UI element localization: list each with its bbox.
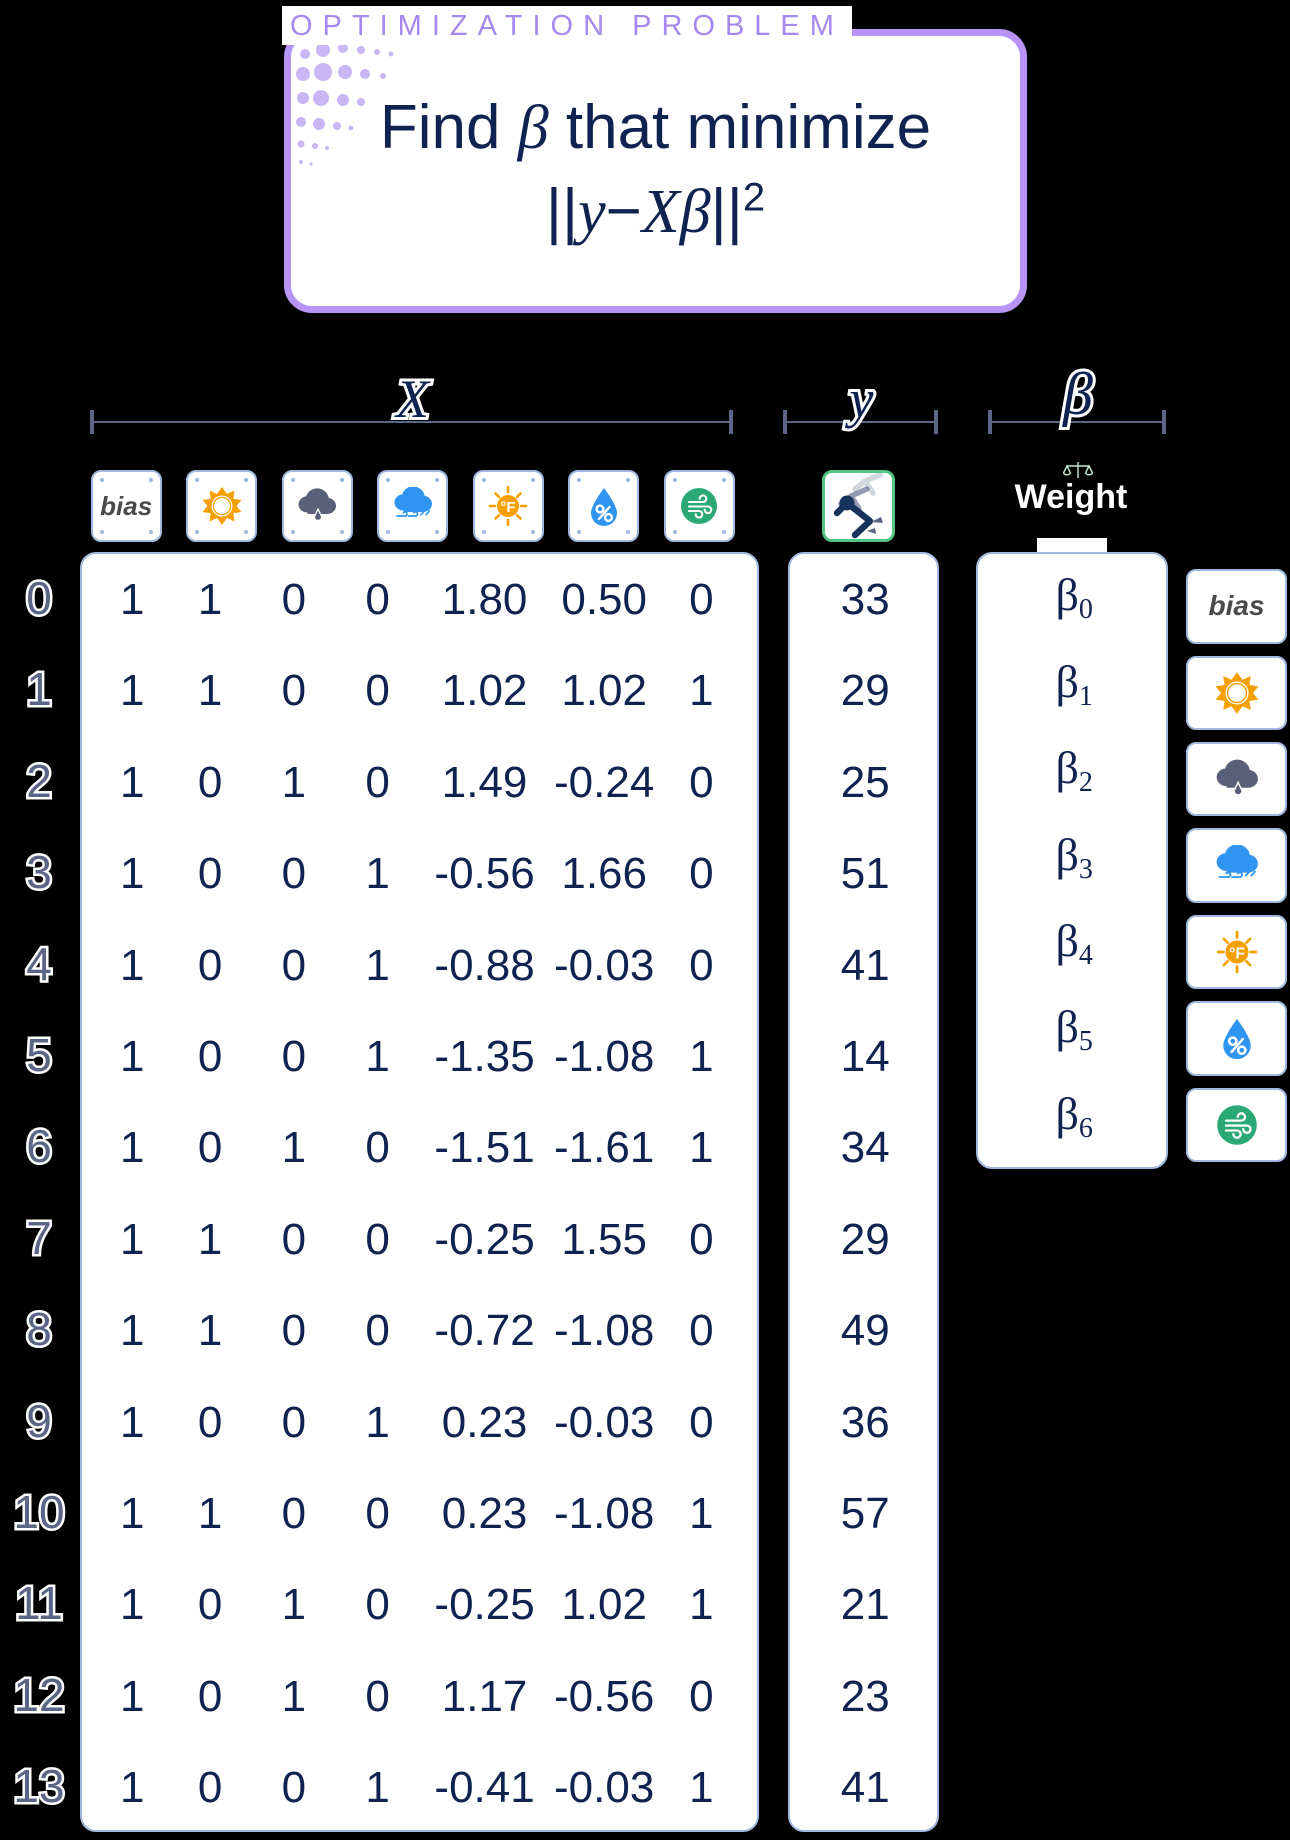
svg-text:°F: °F bbox=[501, 499, 516, 516]
